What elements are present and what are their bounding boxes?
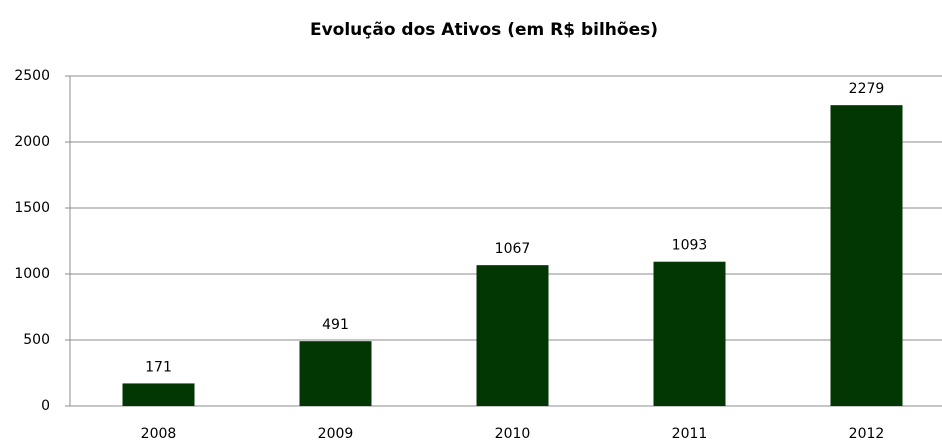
data-label: 2279 [849, 81, 885, 97]
bar [653, 261, 726, 406]
x-tick-label: 2010 [495, 426, 531, 442]
y-tick-label: 2000 [14, 134, 50, 150]
y-tick-label: 500 [23, 332, 50, 348]
data-label: 491 [322, 317, 349, 333]
bar [476, 265, 549, 406]
bar [830, 105, 903, 406]
x-tick-label: 2012 [849, 426, 885, 442]
y-tick-label: 1500 [14, 200, 50, 216]
y-tick-label: 1000 [14, 266, 50, 282]
bar [299, 341, 372, 406]
y-tick-label: 0 [41, 398, 50, 414]
x-tick-label: 2011 [672, 426, 708, 442]
y-tick-label: 2500 [14, 68, 50, 84]
data-label: 1093 [672, 238, 708, 254]
bar [122, 383, 195, 406]
x-tick-label: 2008 [141, 426, 177, 442]
data-label: 171 [145, 359, 172, 375]
data-label: 1067 [495, 241, 531, 257]
chart-title: Evolução dos Ativos (em R$ bilhões) [310, 20, 658, 40]
x-tick-label: 2009 [318, 426, 354, 442]
